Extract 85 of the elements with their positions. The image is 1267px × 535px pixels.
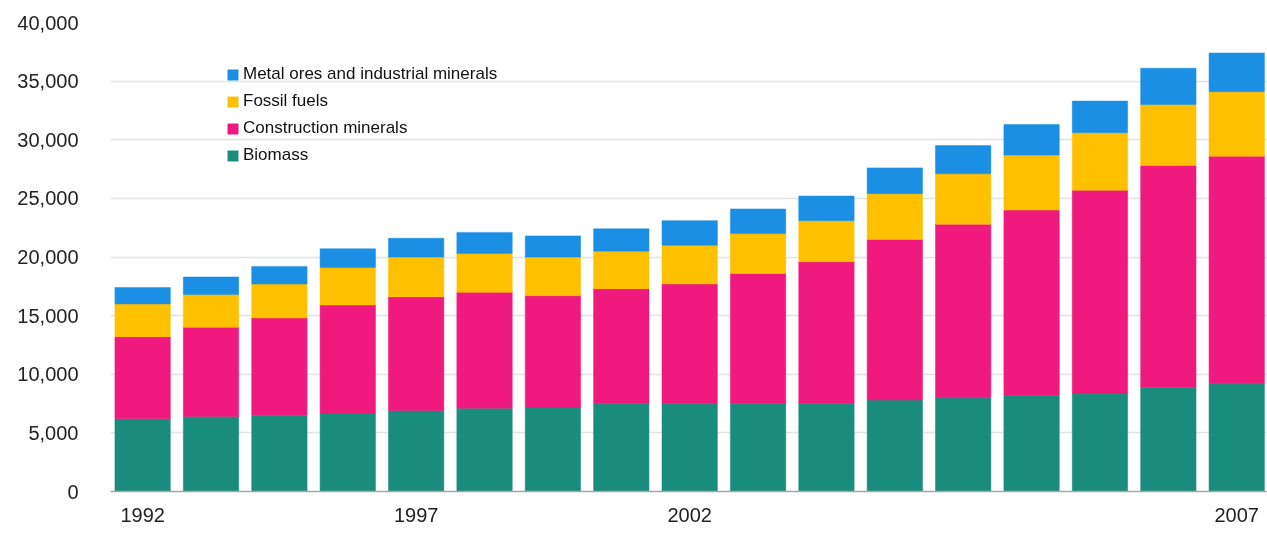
y-tick-label: 35,000 bbox=[17, 70, 79, 93]
bar bbox=[661, 245, 718, 285]
bar bbox=[866, 399, 923, 492]
bar bbox=[251, 317, 308, 416]
bar bbox=[114, 287, 171, 305]
bar bbox=[935, 173, 992, 225]
bar bbox=[456, 408, 513, 492]
y-tick-label: 30,000 bbox=[17, 128, 79, 151]
bar bbox=[319, 267, 376, 306]
bar bbox=[114, 418, 171, 492]
bar bbox=[456, 291, 513, 409]
bar bbox=[593, 288, 650, 404]
bar bbox=[798, 403, 855, 492]
y-tick-label: 25,000 bbox=[17, 187, 79, 210]
bar bbox=[798, 220, 855, 262]
bar bbox=[730, 403, 787, 492]
bar bbox=[524, 406, 581, 492]
bar bbox=[456, 232, 513, 254]
bar bbox=[251, 266, 308, 285]
bar bbox=[1140, 67, 1197, 105]
bar bbox=[1003, 395, 1060, 492]
bar bbox=[593, 403, 650, 492]
bar bbox=[524, 295, 581, 408]
bar bbox=[183, 327, 239, 417]
bar bbox=[661, 220, 718, 246]
bar bbox=[524, 235, 581, 258]
bar bbox=[1140, 104, 1197, 166]
bar bbox=[593, 250, 650, 289]
bar bbox=[730, 208, 787, 234]
y-tick-label: 5,000 bbox=[28, 421, 79, 444]
x-tick-label: 2002 bbox=[667, 503, 712, 526]
bar bbox=[935, 223, 992, 398]
bar bbox=[730, 233, 787, 274]
bar bbox=[730, 273, 787, 404]
bar bbox=[388, 237, 445, 258]
y-tick-label: 20,000 bbox=[17, 246, 79, 268]
bar bbox=[1072, 392, 1128, 492]
bar bbox=[1072, 100, 1128, 133]
bar bbox=[388, 256, 445, 298]
bar bbox=[1072, 189, 1128, 394]
bar bbox=[798, 195, 855, 221]
bar bbox=[524, 256, 581, 296]
y-tick-label: 15,000 bbox=[17, 304, 79, 327]
bar bbox=[456, 253, 513, 293]
y-tick-label: 0 bbox=[67, 480, 79, 503]
bar bbox=[1208, 52, 1265, 92]
legend-label: Metal ores and industrial minerals bbox=[243, 64, 498, 84]
legend-label: Biomass bbox=[243, 145, 309, 165]
bar bbox=[593, 228, 650, 252]
x-tick-label: 1992 bbox=[120, 503, 165, 526]
bar bbox=[935, 145, 992, 174]
bar bbox=[319, 412, 376, 492]
bar bbox=[388, 410, 445, 492]
bar bbox=[1003, 124, 1060, 156]
bar bbox=[1208, 155, 1265, 384]
bar bbox=[388, 296, 445, 411]
bar bbox=[183, 276, 239, 295]
bar bbox=[251, 415, 308, 492]
bar bbox=[935, 397, 992, 492]
bar bbox=[251, 283, 308, 319]
bar bbox=[866, 239, 923, 401]
y-tick-label: 10,000 bbox=[17, 363, 79, 386]
bar bbox=[1072, 132, 1128, 191]
x-tick-label: 2007 bbox=[1214, 503, 1259, 526]
bar bbox=[1208, 383, 1265, 492]
bar bbox=[1003, 209, 1060, 396]
bar bbox=[661, 403, 718, 492]
bar bbox=[866, 193, 923, 240]
legend-label: Fossil fuels bbox=[243, 91, 329, 111]
x-tick-label: 1997 bbox=[393, 503, 439, 526]
bar bbox=[183, 416, 239, 492]
bar bbox=[114, 336, 171, 420]
bar bbox=[319, 248, 376, 268]
legend-label: Construction minerals bbox=[243, 118, 408, 138]
bar bbox=[1140, 386, 1197, 492]
bar bbox=[319, 304, 376, 414]
bar bbox=[1140, 165, 1197, 388]
bar bbox=[1208, 91, 1265, 157]
bar bbox=[1003, 154, 1060, 211]
bar bbox=[798, 261, 855, 404]
bar bbox=[866, 167, 923, 194]
bar bbox=[183, 294, 239, 328]
bar bbox=[661, 283, 718, 404]
bar bbox=[114, 303, 171, 337]
y-tick-label: 40,000 bbox=[17, 11, 79, 34]
